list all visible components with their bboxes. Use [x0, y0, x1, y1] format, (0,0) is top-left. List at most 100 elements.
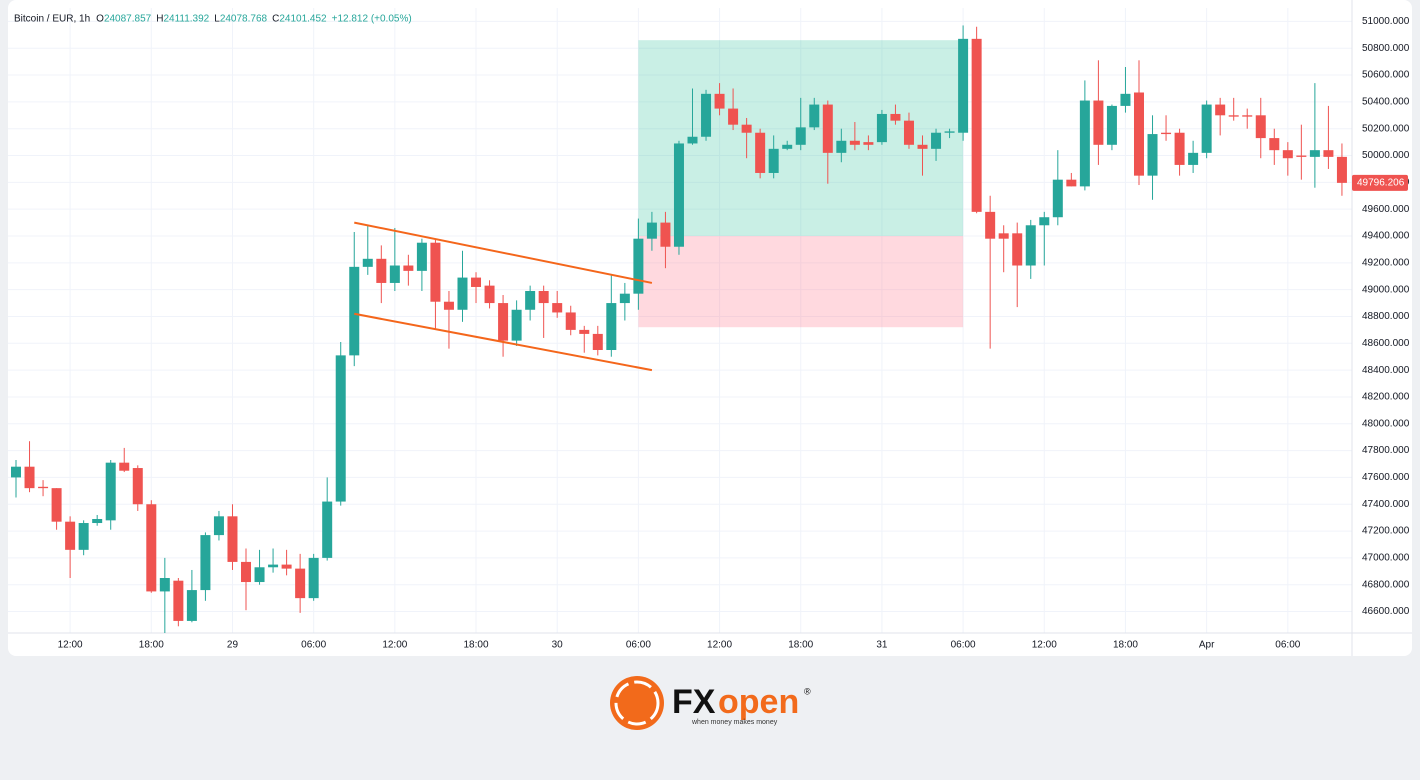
candle-body: [322, 501, 333, 558]
candle-body: [457, 277, 468, 310]
x-tick-label: 30: [552, 640, 564, 651]
candle-body: [1093, 100, 1104, 145]
x-tick-label: 18:00: [1113, 640, 1138, 651]
candle-body: [1188, 152, 1199, 165]
y-tick-label: 49600.000: [1362, 204, 1410, 215]
candle-body: [1133, 92, 1144, 176]
brand-tagline: when money makes money: [691, 719, 778, 726]
candle-body: [1079, 100, 1090, 187]
candle-body: [1336, 156, 1347, 183]
candle-body: [430, 242, 441, 302]
candle-body: [389, 265, 400, 283]
brand-prefix: FX: [672, 683, 716, 721]
candle-body: [403, 265, 414, 271]
y-tick-label: 50200.000: [1362, 123, 1410, 134]
candle-body: [1309, 150, 1320, 157]
candle-body: [1039, 217, 1050, 226]
candle-body: [687, 136, 698, 144]
y-tick-label: 48000.000: [1362, 418, 1410, 429]
candle-body: [701, 93, 712, 137]
last-price-tag: [1352, 174, 1408, 191]
candle-body: [1147, 134, 1158, 176]
candle-body: [1282, 150, 1293, 159]
candle-body: [538, 290, 549, 304]
candle-body: [660, 222, 671, 247]
candle-body: [362, 258, 373, 267]
trendline: [354, 221, 653, 284]
x-tick-label: 12:00: [707, 640, 732, 651]
candle-body: [1120, 93, 1131, 106]
candle-body: [822, 104, 833, 153]
candle-body: [443, 301, 454, 310]
candle-body: [24, 466, 35, 489]
logo-icon-swirl: [614, 680, 660, 726]
candle-body: [498, 303, 509, 341]
position-stop-zone: [638, 236, 964, 328]
legend-value: 24111.392: [163, 14, 209, 25]
candle-body: [186, 590, 197, 621]
legend-key: H: [156, 14, 163, 25]
y-tick-label: 50400.000: [1362, 97, 1410, 108]
candle-body: [903, 120, 914, 145]
y-tick-label: 46800.000: [1362, 579, 1410, 590]
candle-body: [714, 93, 725, 109]
legend-value: 24087.857: [104, 14, 152, 25]
last-price-label: 49796.206: [1357, 178, 1405, 189]
candle-body: [38, 486, 49, 489]
candle-body: [1174, 132, 1185, 165]
candle-body: [890, 113, 901, 121]
legend-value: +12.812 (+0.05%): [332, 14, 412, 25]
y-tick-label: 46600.000: [1362, 606, 1410, 617]
candle-body: [1228, 115, 1239, 117]
candle-body: [971, 38, 982, 212]
candle-body: [213, 516, 224, 536]
candle-body: [944, 131, 955, 133]
x-tick-label: 06:00: [951, 640, 976, 651]
candle-body: [741, 124, 752, 133]
legend-key: C: [272, 14, 279, 25]
chart-card: [8, 0, 1412, 656]
candle-body: [268, 564, 279, 568]
candle-body: [998, 233, 1009, 239]
y-tick-label: 47000.000: [1362, 553, 1410, 564]
y-tick-label: 48800.000: [1362, 311, 1410, 322]
candle-body: [92, 518, 103, 524]
candle-body: [173, 580, 184, 621]
legend-key: O: [96, 14, 104, 25]
x-tick-label: 06:00: [626, 640, 651, 651]
candle-body: [728, 108, 739, 125]
legend-key: L: [214, 14, 220, 25]
candle-body: [471, 277, 482, 287]
x-tick-label: 31: [876, 640, 888, 651]
y-tick-label: 48400.000: [1362, 365, 1410, 376]
candle-body: [579, 329, 590, 334]
candle-body: [673, 143, 684, 247]
logo: FX open ® when money makes money: [610, 676, 811, 730]
y-tick-label: 49000.000: [1362, 284, 1410, 295]
candle-body: [511, 309, 522, 341]
x-tick-label: 06:00: [301, 640, 326, 651]
candle-body: [11, 466, 21, 478]
candle-body: [1106, 105, 1117, 145]
candle-body: [876, 113, 887, 143]
candle-body: [1323, 150, 1334, 157]
candle-body: [484, 285, 495, 304]
candle-body: [349, 266, 360, 356]
brand-suffix: open: [718, 683, 799, 721]
y-tick-label: 47400.000: [1362, 499, 1410, 510]
candle-body: [1255, 115, 1266, 139]
candle-body: [105, 462, 116, 521]
x-tick-label: 29: [227, 640, 239, 651]
candle-body: [931, 132, 942, 149]
candle-body: [1269, 138, 1280, 151]
candle-body: [119, 462, 130, 471]
candle-body: [592, 333, 603, 351]
candle-body: [619, 293, 630, 304]
candle-body: [1052, 179, 1063, 218]
candle-body: [1012, 233, 1023, 266]
x-tick-label: 12:00: [58, 640, 83, 651]
candle-body: [633, 238, 644, 294]
candle-body: [1161, 132, 1172, 135]
